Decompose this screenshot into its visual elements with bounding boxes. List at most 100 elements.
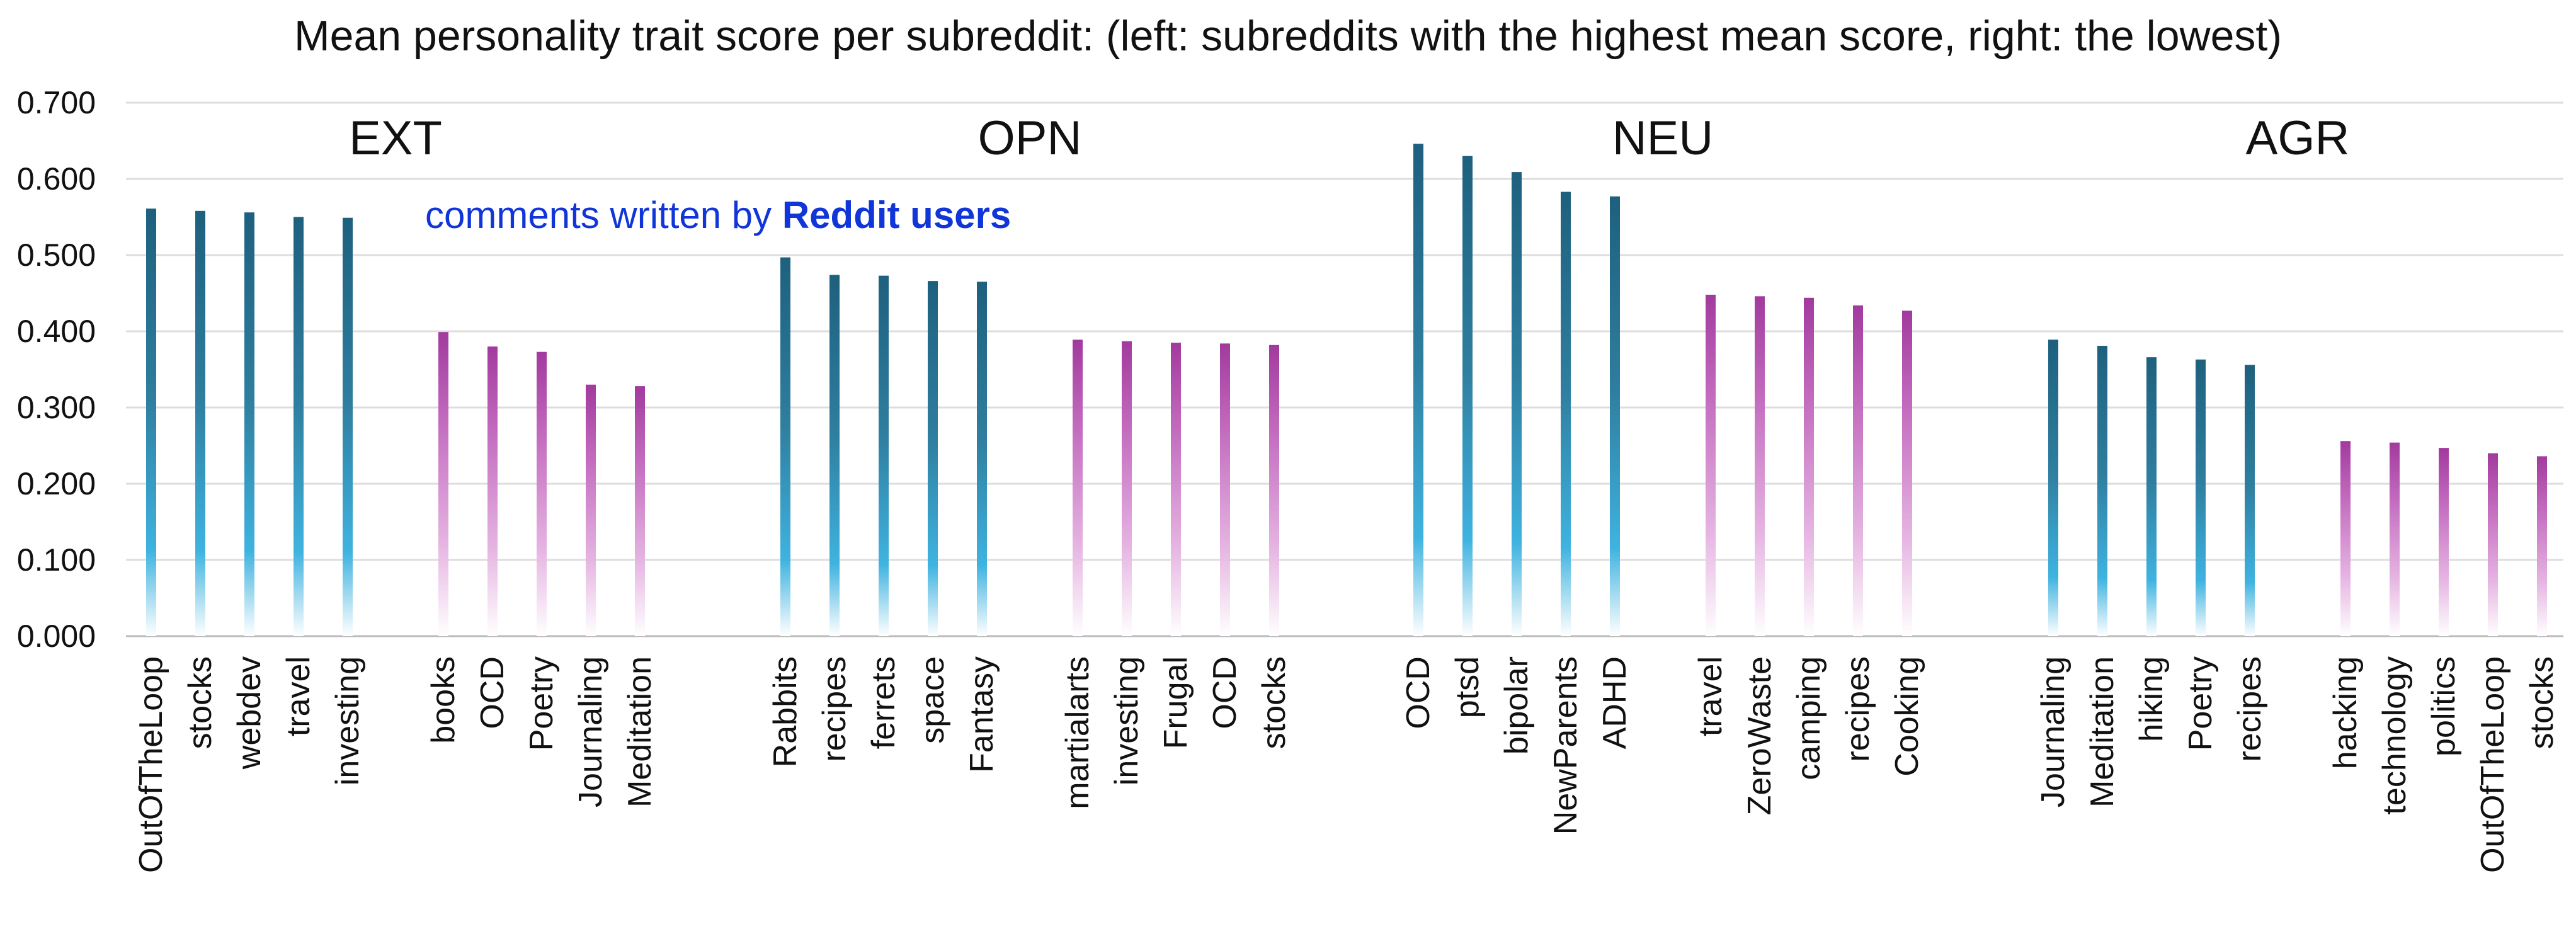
bar: [1755, 296, 1765, 637]
x-tick-label: ADHD: [1597, 656, 1633, 749]
y-tick-label: 0.200: [17, 466, 96, 501]
bar: [146, 208, 156, 636]
x-tick-label: webdev: [231, 656, 268, 770]
bar: [2097, 345, 2107, 636]
x-tick-label: stocks: [1256, 656, 1292, 749]
group-label: EXT: [349, 111, 442, 165]
group-labels: EXT OPN NEU AGR: [349, 111, 2349, 165]
annotation-prefix: comments written by: [425, 194, 782, 236]
bar: [2146, 357, 2157, 636]
x-tick-label: ZeroWaste: [1741, 656, 1778, 815]
bar: [1073, 339, 1083, 636]
bar: [635, 386, 645, 636]
group-label: OPN: [978, 111, 1082, 165]
y-tick-label: 0.600: [17, 161, 96, 197]
x-tick-label: stocks: [182, 656, 219, 749]
x-tick-label: politics: [2425, 656, 2462, 756]
x-tick-label: Cooking: [1889, 656, 1925, 777]
bar: [2390, 442, 2400, 636]
bar: [2340, 441, 2351, 636]
x-tick-label: Meditation: [2084, 656, 2121, 807]
x-tick-label: books: [425, 656, 462, 744]
bar: [244, 212, 254, 636]
x-tick-label: Poetry: [523, 656, 560, 751]
x-tick-label: technology: [2376, 656, 2413, 815]
bar: [1804, 297, 1814, 636]
x-tick-label: Journaling: [2035, 656, 2072, 807]
x-tick-label: ferrets: [865, 656, 902, 749]
y-tick-label: 0.400: [17, 314, 96, 349]
y-tick-label: 0.500: [17, 237, 96, 273]
bar: [2196, 359, 2206, 636]
bar: [1902, 311, 1912, 637]
x-tick-label: Frugal: [1158, 656, 1194, 749]
x-tick-label: Rabbits: [767, 656, 804, 767]
bar: [1512, 172, 1522, 636]
bar: [343, 217, 353, 637]
x-tick-label: ptsd: [1449, 656, 1486, 718]
x-tick-label: camping: [1791, 656, 1827, 780]
x-tick-label: investing: [329, 656, 366, 785]
bar: [1171, 343, 1181, 636]
bar: [977, 282, 987, 637]
y-axis: 0.000 0.100 0.200 0.300 0.400 0.500 0.600 0.700: [17, 85, 2563, 654]
bar: [2488, 453, 2498, 636]
annotation-emphasis: Reddit users: [782, 194, 1011, 236]
x-tick-label: martialarts: [1059, 656, 1096, 809]
x-tick-label: investing: [1108, 656, 1145, 785]
bar: [1462, 156, 1473, 636]
x-tick-label: OCD: [1207, 656, 1243, 729]
x-tick-label: OCD: [474, 656, 511, 729]
x-tick-label: recipes: [2231, 656, 2268, 762]
x-tick-label: OutOfTheLoop: [133, 656, 169, 873]
x-tick-label: OCD: [1400, 656, 1437, 729]
x-tick-label: space: [915, 656, 951, 744]
group-label: NEU: [1612, 111, 1713, 165]
y-tick-label: 0.300: [17, 390, 96, 425]
bar: [1269, 345, 1279, 636]
bar: [2439, 448, 2449, 636]
bar: [780, 257, 790, 636]
bar: [586, 384, 596, 636]
bar: [294, 217, 304, 636]
bar: [2245, 365, 2255, 636]
x-tick-labels: OutOfTheLoop stocks webdev travel investing b…: [133, 656, 2560, 873]
bar: [537, 351, 547, 636]
x-tick-label: OutOfTheLoop: [2475, 656, 2511, 873]
annotation: comments written by Reddit users: [425, 194, 1011, 236]
bar: [928, 281, 938, 636]
bar: [1853, 305, 1863, 636]
x-tick-label: Fantasy: [964, 656, 1000, 773]
bar: [1122, 341, 1132, 636]
x-tick-label: hiking: [2133, 656, 2170, 742]
bar: [1706, 294, 1716, 636]
bar: [195, 210, 205, 636]
x-tick-label: recipes: [1840, 656, 1876, 762]
bar: [1413, 144, 1423, 637]
x-tick-label: Poetry: [2182, 656, 2219, 751]
bar: [2537, 456, 2547, 636]
x-tick-label: stocks: [2524, 656, 2560, 749]
x-tick-label: hacking: [2327, 656, 2364, 769]
bar: [487, 346, 498, 636]
x-tick-label: bipolar: [1498, 656, 1535, 755]
bars: [146, 144, 2547, 637]
x-tick-label: travel: [1692, 656, 1729, 736]
y-tick-label: 0.100: [17, 542, 96, 578]
bar: [1220, 343, 1230, 636]
x-tick-label: Journaling: [573, 656, 609, 807]
bar: [438, 332, 448, 636]
x-tick-label: Meditation: [622, 656, 658, 807]
chart-title: Mean personality trait score per subredd…: [294, 12, 2282, 60]
bar: [1610, 196, 1620, 637]
bar: [2048, 339, 2058, 636]
bar: [879, 275, 889, 636]
bar: [829, 275, 840, 637]
group-label: AGR: [2246, 111, 2350, 165]
bar: [1561, 191, 1571, 636]
x-tick-label: NewParents: [1547, 656, 1584, 835]
x-tick-label: recipes: [816, 656, 853, 762]
x-tick-label: travel: [280, 656, 317, 736]
y-tick-label: 0.700: [17, 85, 96, 120]
